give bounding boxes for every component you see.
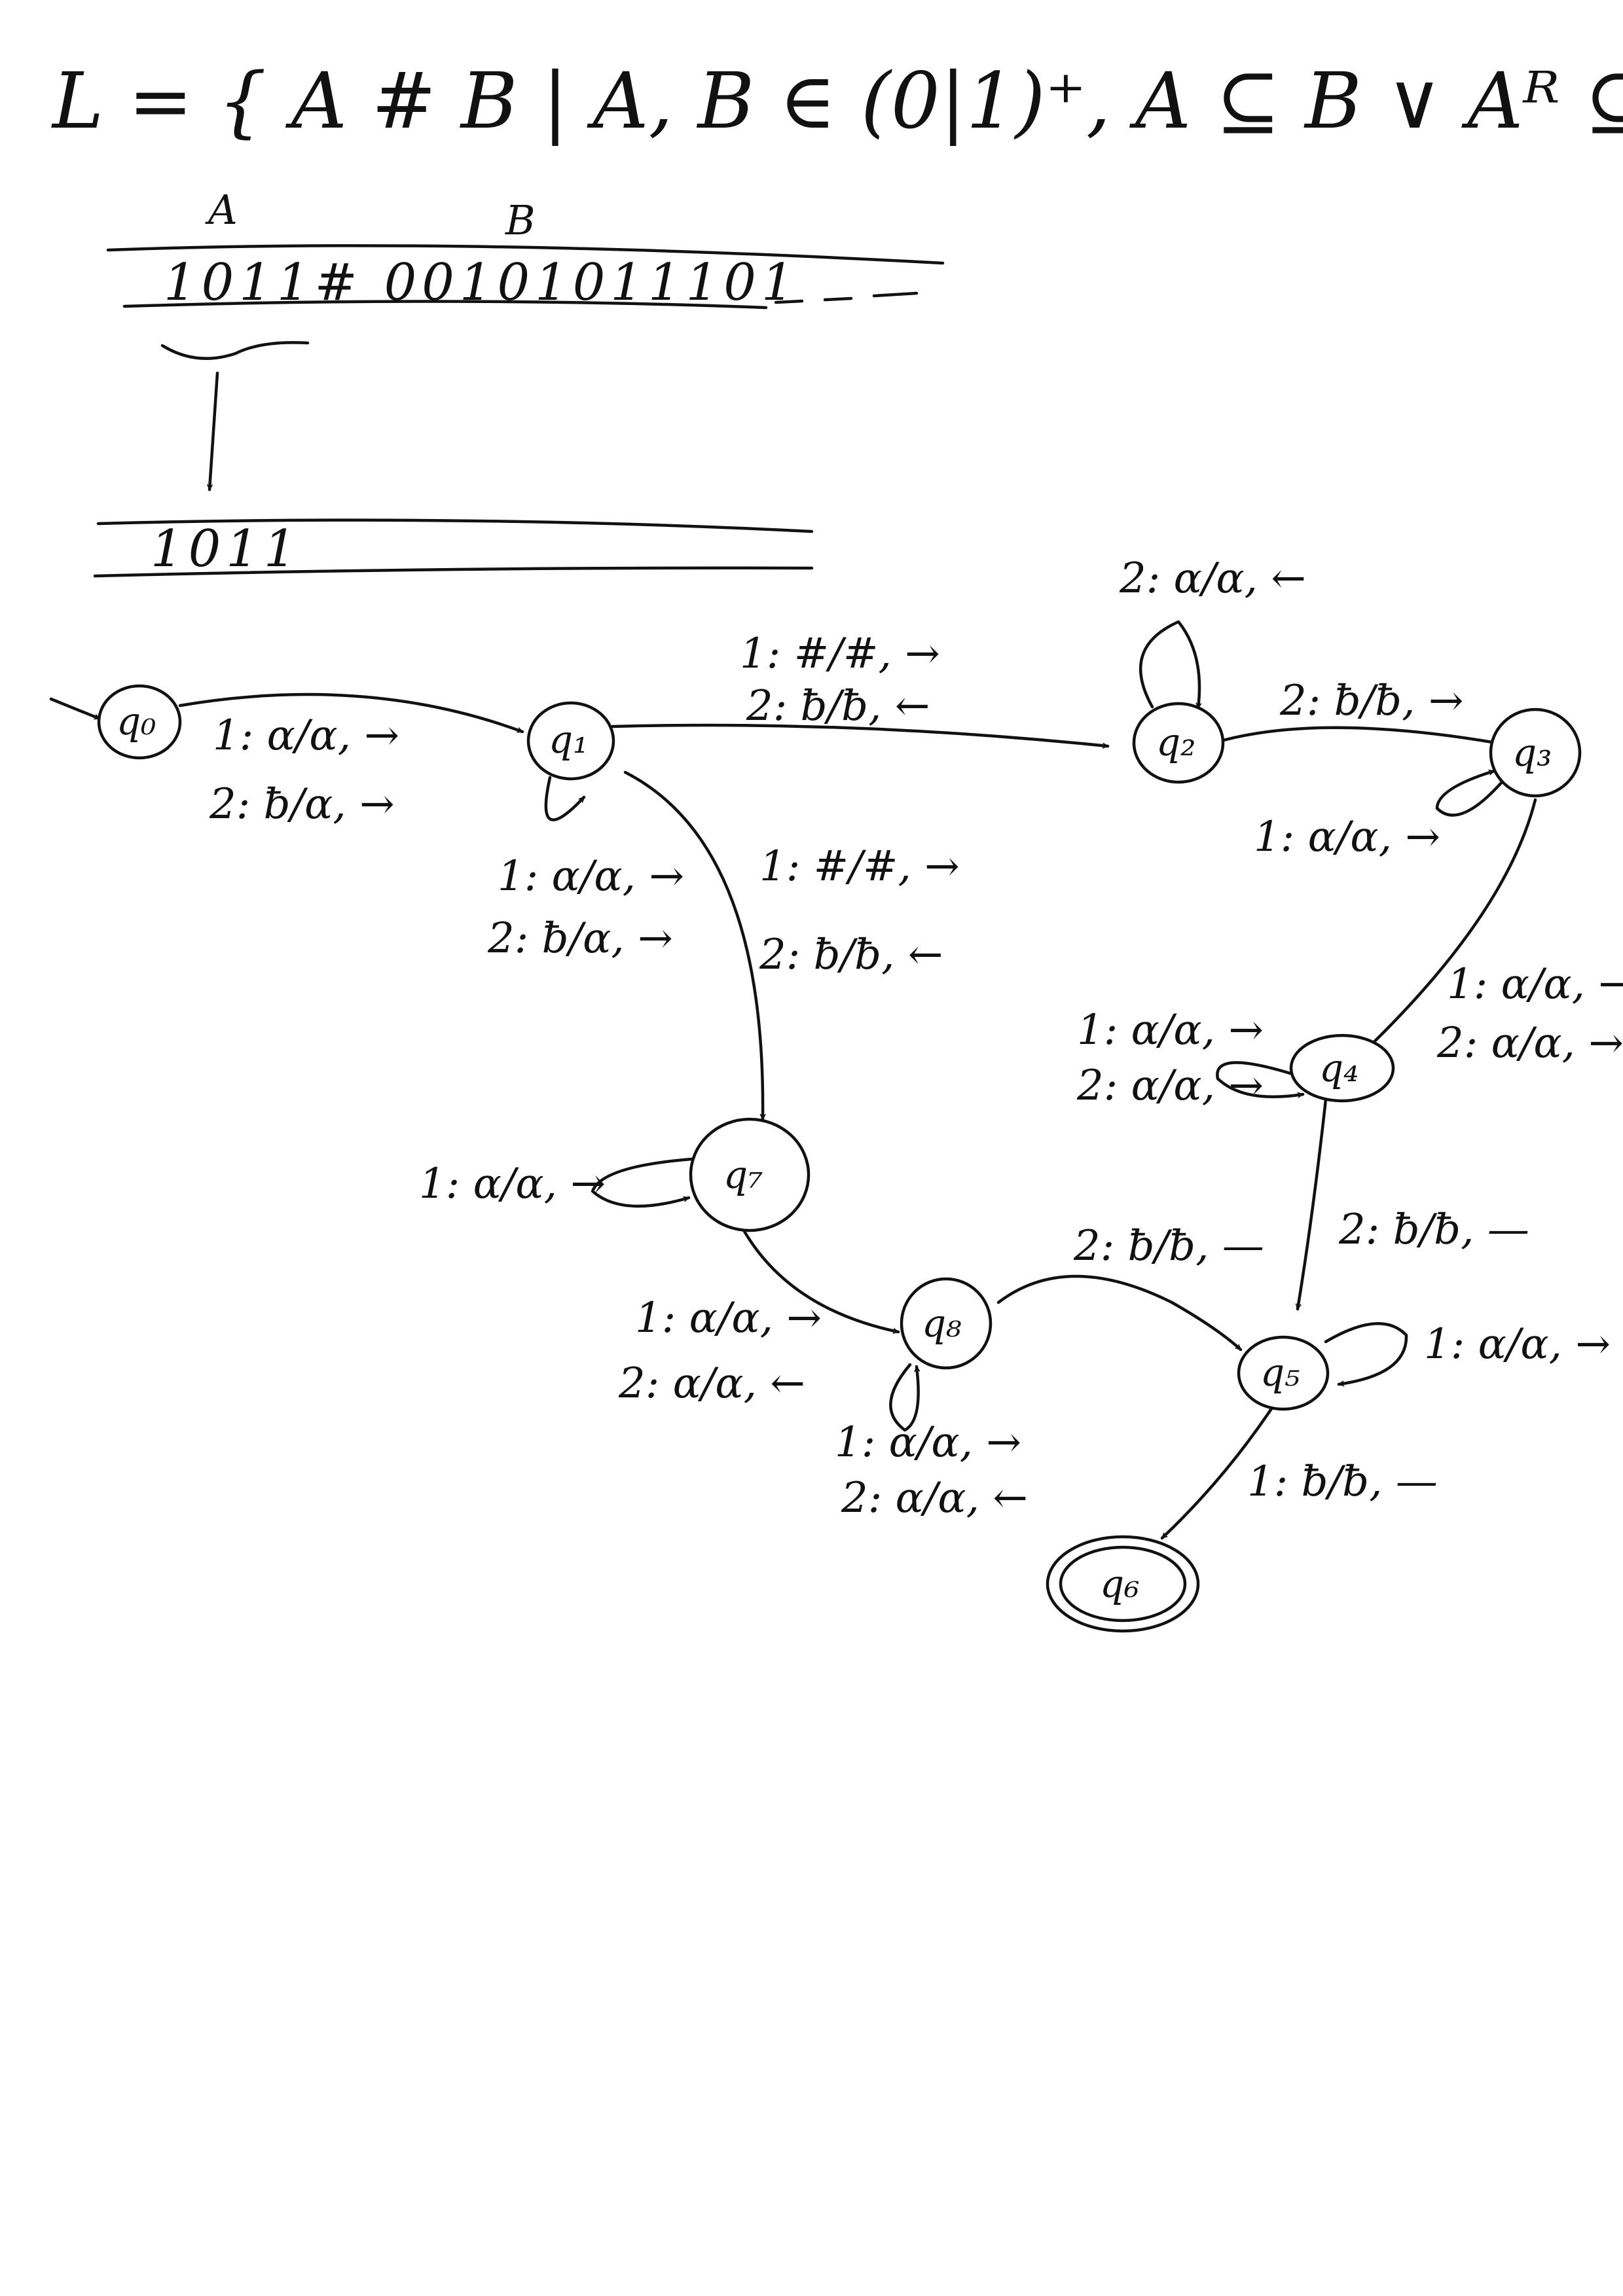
- label-q2-loop-1: 2: α/α, ←: [1119, 554, 1306, 603]
- edge-q1-loop: [544, 776, 586, 821]
- edge-q3-q4: [1359, 798, 1537, 1057]
- work-tape-bottom-line: [93, 566, 814, 578]
- label-q7-q8-2: 2: α/α, ←: [618, 1359, 805, 1408]
- edge-q7-loop: [591, 1157, 702, 1208]
- label-q8-loop-1: 1: α/α, →: [835, 1418, 1021, 1467]
- label-q5-q6-1: 1: ƀ/ƀ, —: [1247, 1458, 1438, 1506]
- state-q6-label: q₆: [1100, 1562, 1139, 1606]
- state-q7: q₇: [689, 1117, 811, 1232]
- edge-q1-q7: [623, 770, 766, 1121]
- work-tape: 1011: [93, 518, 814, 579]
- label-q8-q5-1: 2: ƀ/ƀ, —: [1073, 1222, 1264, 1270]
- label-q1-loop-1: 1: α/α, →: [498, 852, 684, 901]
- label-q4-loop-1: 1: α/α, →: [1077, 1006, 1264, 1054]
- state-q8-label: q₈: [922, 1301, 961, 1346]
- state-q5-label: q₅: [1260, 1350, 1300, 1395]
- edge-q8-q5: [996, 1274, 1243, 1352]
- copy-arrow: [207, 371, 219, 492]
- label-q7-q8-1: 1: α/α, →: [635, 1294, 822, 1342]
- edge-q7-q8: [741, 1227, 900, 1334]
- label-q2-q3-1: 2: ƀ/ƀ, →: [1279, 677, 1463, 725]
- tape-label-b: B: [505, 196, 536, 244]
- label-q1-loop-2: 2: ƀ/α, →: [487, 914, 673, 963]
- start-arrow: [49, 697, 101, 721]
- state-q2: q₂: [1132, 702, 1225, 784]
- edge-q4-loop: [1216, 1061, 1305, 1098]
- edges: [49, 620, 1537, 1540]
- work-tape-top-line: [96, 518, 814, 533]
- label-q3-loop-1: 1: α/α, →: [1254, 813, 1440, 861]
- state-q1: q₁: [526, 701, 615, 781]
- state-q2-label: q₂: [1156, 720, 1195, 764]
- tape-bottom-line: [122, 300, 768, 310]
- states: q₀ q₁ q₂ q₃ q₄ q₅ q₆ q₇: [97, 684, 1582, 1633]
- state-q0: q₀: [97, 684, 182, 760]
- state-q4-label: q₄: [1319, 1046, 1359, 1090]
- state-q6: q₆: [1046, 1535, 1200, 1633]
- label-q8-loop-2: 2: α/α, ←: [841, 1474, 1028, 1522]
- state-q7-label: q₇: [723, 1153, 763, 1197]
- label-q4-loop-2: 2: α/α, →: [1076, 1062, 1264, 1110]
- edge-q3-loop: [1435, 769, 1508, 817]
- label-q1-q2-1: 1: #/#, →: [740, 630, 940, 678]
- edge-q2-q3: [1219, 726, 1498, 745]
- tape-content: 1011# 00101011101: [164, 253, 799, 312]
- label-q1-q2-2: 2: ƀ/ƀ, ←: [746, 682, 930, 730]
- label-q1-q7-2: 2: ƀ/ƀ, ←: [759, 931, 943, 979]
- edge-q4-q5: [1295, 1098, 1328, 1311]
- state-q8: q₈: [900, 1277, 993, 1370]
- edge-q2-loop: [1139, 620, 1202, 710]
- label-q0-q1-1: 1: α/α, →: [213, 711, 399, 760]
- transition-labels: 1: α/α, → 2: ƀ/α, → 1: α/α, → 2: ƀ/α, → …: [209, 554, 1623, 1522]
- label-q3-q4-1: 1: α/α, →: [1447, 960, 1623, 1009]
- edge-q5-loop: [1324, 1322, 1408, 1387]
- state-q1-label: q₁: [549, 717, 588, 762]
- label-q1-q7-1: 1: #/#, →: [759, 842, 960, 891]
- label-q7-loop-1: 1: α/α, →: [419, 1160, 606, 1208]
- label-q4-q5-1: 2: ƀ/ƀ, —: [1338, 1206, 1529, 1254]
- tape-top-line: [106, 244, 945, 265]
- state-q0-label: q₀: [117, 699, 156, 744]
- state-q4: q₄: [1289, 1033, 1395, 1103]
- input-tape: A B 1011# 00101011101: [106, 186, 945, 492]
- label-q5-loop-1: 1: α/α, →: [1424, 1320, 1611, 1369]
- state-q3: q₃: [1489, 708, 1582, 798]
- work-tape-content: 1011: [151, 520, 302, 579]
- state-q3-label: q₃: [1512, 730, 1552, 775]
- edge-q8-loop: [889, 1363, 921, 1432]
- state-q5: q₅: [1237, 1335, 1330, 1411]
- language-definition: L = { A # B | A, B ∈ (0|1)⁺, A ⊆ B ∨ Aᴿ …: [51, 56, 1623, 146]
- tape-blank-dashes: [774, 291, 919, 304]
- label-q3-q4-2: 2: α/α, →: [1436, 1019, 1623, 1067]
- edge-q0-q1: [178, 692, 524, 734]
- edge-q5-q6: [1160, 1404, 1275, 1540]
- tape-a-brace: [160, 341, 310, 360]
- edge-q1-q2: [610, 723, 1110, 749]
- label-q0-q1-2: 2: ƀ/α, →: [209, 780, 395, 829]
- tape-label-a: A: [205, 186, 238, 234]
